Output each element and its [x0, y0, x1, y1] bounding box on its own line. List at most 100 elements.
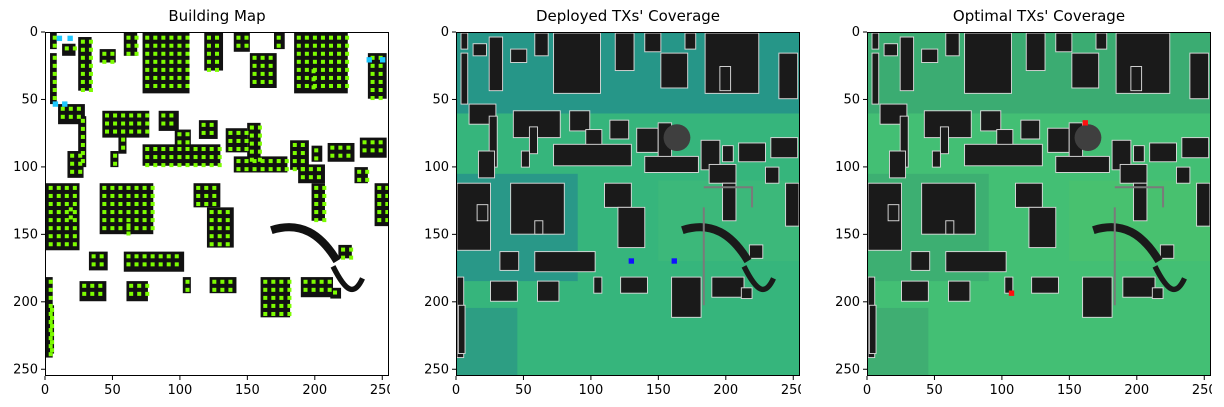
candidate-point: [204, 201, 209, 207]
candidate-point: [121, 129, 126, 134]
plot-area: [45, 32, 389, 376]
plot-area: [456, 32, 800, 376]
candidate-point: [150, 254, 155, 259]
candidate-point: [304, 35, 309, 40]
candidate-point: [314, 193, 319, 198]
building-block: [457, 182, 491, 251]
candidate-point: [56, 185, 61, 190]
candidate-point: [196, 185, 201, 190]
candidate-point: [300, 151, 305, 156]
candidate-point: [145, 163, 150, 168]
candidate-point: [113, 161, 118, 166]
candidate-point: [161, 75, 166, 80]
candidate-point: [68, 106, 73, 111]
candidate-point: [126, 201, 131, 207]
candidate-point: [80, 159, 85, 164]
building-block: [78, 116, 87, 168]
building-block: [593, 276, 603, 294]
candidate-point: [244, 43, 249, 48]
y-tick-label: 0: [852, 25, 860, 40]
x-tick-label: 200: [1124, 383, 1149, 398]
candidate-point: [72, 242, 77, 247]
candidate-point: [217, 163, 222, 168]
candidate-point: [220, 287, 225, 292]
candidate-point: [252, 63, 257, 68]
building-block: [1133, 145, 1145, 163]
building-block: [704, 33, 760, 94]
candidate-point: [64, 218, 69, 223]
candidate-point: [169, 51, 174, 56]
candidate-point: [185, 83, 190, 88]
candidate-point: [225, 226, 230, 231]
x-tick-label: 150: [235, 383, 260, 398]
candidate-point-blue: [366, 57, 372, 63]
candidate-point: [378, 71, 383, 76]
candidate-point: [99, 262, 104, 267]
candidate-point: [50, 324, 55, 329]
building-map-svg: [46, 33, 388, 375]
candidate-point: [296, 67, 301, 72]
candidate-point: [327, 279, 332, 284]
candidate-point: [300, 167, 305, 172]
candidate-point: [193, 155, 198, 160]
candidate-point: [365, 169, 370, 174]
x-tick-label: 250: [781, 383, 801, 398]
candidate-point: [161, 67, 166, 72]
building-block: [644, 33, 662, 53]
candidate-point: [169, 147, 174, 152]
candidate-point: [64, 242, 69, 247]
candidate-point: [271, 311, 276, 316]
candidate-point: [271, 287, 276, 292]
candidate-point: [177, 43, 182, 48]
candidate-point: [129, 283, 134, 288]
building-dome: [1074, 124, 1102, 152]
candidate-point: [161, 51, 166, 56]
candidate-point: [236, 167, 241, 172]
y-tick-label: 150: [835, 227, 860, 242]
candidate-point: [68, 114, 73, 119]
building-block: [534, 251, 596, 273]
candidate-point: [72, 185, 77, 190]
building-block: [748, 244, 764, 259]
candidate-point: [196, 193, 201, 198]
building-block: [1015, 182, 1043, 208]
candidate-point: [48, 185, 53, 190]
y-tick-label: 0: [441, 25, 449, 40]
candidate-point: [304, 59, 309, 64]
candidate-point: [271, 303, 276, 308]
candidate-point: [303, 287, 308, 292]
candidate-point: [70, 169, 75, 174]
candidate-point: [102, 185, 107, 190]
candidate-point: [212, 185, 217, 190]
candidate-point: [378, 63, 383, 68]
candidate-point: [268, 63, 273, 68]
candidate-point: [91, 262, 96, 267]
candidate-point: [64, 185, 69, 190]
candidate-point: [257, 157, 262, 162]
y-tick-label: 250: [13, 362, 38, 377]
building-block: [488, 36, 504, 92]
candidate-point: [370, 63, 375, 68]
x-tick-label: 50: [104, 383, 121, 398]
building-block: [142, 33, 190, 94]
candidate-point: [312, 43, 317, 48]
candidate-point: [378, 140, 383, 145]
candidate-point: [252, 159, 257, 164]
y-tick-label: 0: [30, 25, 38, 40]
building-block: [887, 204, 900, 222]
candidate-point: [322, 210, 327, 215]
candidate-point: [169, 121, 174, 126]
candidate-point: [287, 303, 292, 308]
candidate-point: [217, 218, 222, 223]
candidate-point: [328, 35, 334, 40]
candidate-point: [134, 262, 139, 267]
candidate-point: [56, 210, 61, 215]
candidate-point: [206, 51, 211, 56]
candidate-point: [90, 291, 95, 296]
candidate-point: [80, 118, 85, 123]
candidate-point: [257, 149, 262, 154]
candidate-point: [72, 193, 77, 198]
x-tick-label: 200: [302, 383, 327, 398]
candidate-point: [105, 121, 110, 126]
candidate-point: [80, 142, 85, 147]
